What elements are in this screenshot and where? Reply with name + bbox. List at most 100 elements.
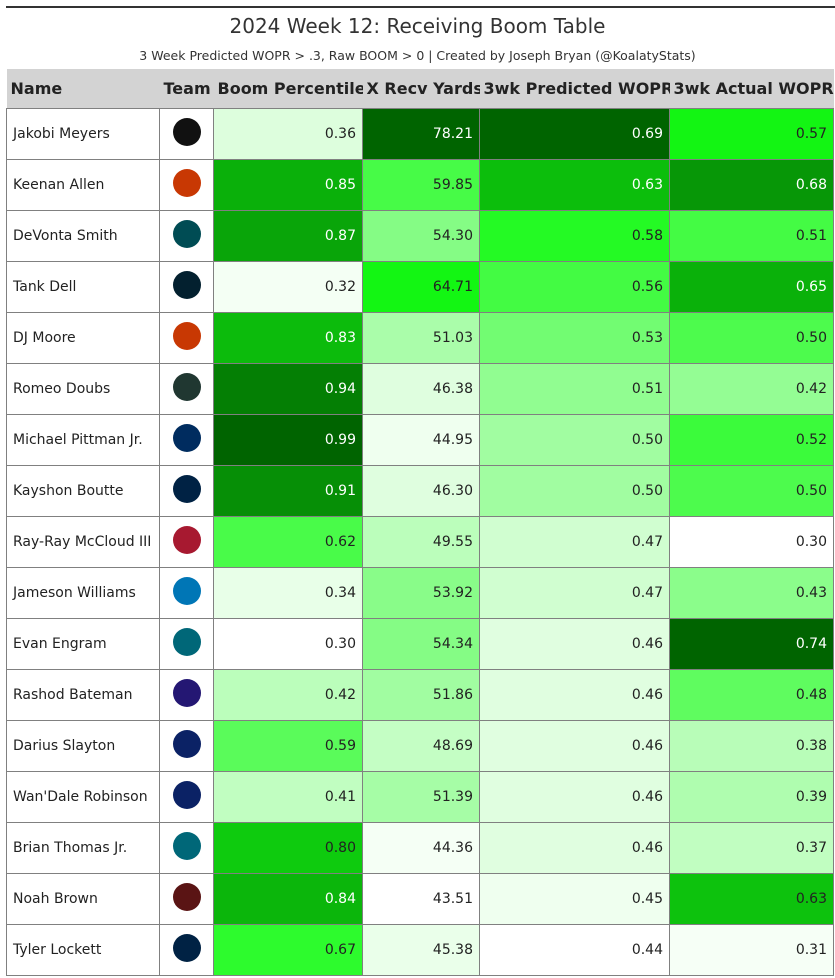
- top-rule: [6, 6, 835, 8]
- team-logo-cell: [159, 618, 214, 670]
- table-row: Noah Brown 0.84 43.51 0.45 0.63: [6, 873, 834, 925]
- player-name: Ray-Ray McCloud III: [6, 516, 160, 568]
- xyards-cell: 51.39: [362, 771, 480, 823]
- team-logo-cell: [159, 720, 214, 772]
- player-name: Michael Pittman Jr.: [6, 414, 160, 466]
- actual-cell: 0.38: [669, 720, 834, 772]
- table-row: DeVonta Smith 0.87 54.30 0.58 0.51: [6, 210, 834, 262]
- player-name: Wan'Dale Robinson: [6, 771, 160, 823]
- xyards-cell: 54.34: [362, 618, 480, 670]
- header-x-recv-yards[interactable]: X Recv Yards: [362, 69, 480, 109]
- table-row: Evan Engram 0.30 54.34 0.46 0.74: [6, 618, 834, 670]
- texans-logo-icon: [172, 271, 201, 299]
- header-name[interactable]: Name: [6, 69, 160, 109]
- boom-cell: 0.30: [213, 618, 363, 670]
- boom-cell: 0.80: [213, 822, 363, 874]
- actual-cell: 0.74: [669, 618, 834, 670]
- actual-cell: 0.50: [669, 312, 834, 364]
- team-logo-cell: [159, 210, 214, 262]
- pred-cell: 0.50: [479, 465, 670, 517]
- table-row: Tank Dell 0.32 64.71 0.56 0.65: [6, 261, 834, 313]
- xyards-cell: 45.38: [362, 924, 480, 976]
- header-actual-wopr[interactable]: 3wk Actual WOPR: [669, 69, 834, 109]
- patriots-logo-icon: [172, 475, 201, 503]
- boom-cell: 0.62: [213, 516, 363, 568]
- jaguars-logo-icon: [172, 628, 201, 656]
- header-predicted-wopr[interactable]: 3wk Predicted WOPR: [479, 69, 670, 109]
- pred-cell: 0.45: [479, 873, 670, 925]
- player-name: Rashod Bateman: [6, 669, 160, 721]
- table-row: Jakobi Meyers 0.36 78.21 0.69 0.57: [6, 108, 834, 160]
- page-title: 2024 Week 12: Receiving Boom Table: [229, 14, 606, 38]
- table-row: Jameson Williams 0.34 53.92 0.47 0.43: [6, 567, 834, 619]
- xyards-cell: 46.30: [362, 465, 480, 517]
- team-logo-cell: [159, 924, 214, 976]
- boom-table: Name Team Boom Percentile X Recv Yards 3…: [6, 69, 834, 976]
- actual-cell: 0.63: [669, 873, 834, 925]
- bears-logo-icon: [172, 169, 201, 197]
- xyards-cell: 44.95: [362, 414, 480, 466]
- table-row: Kayshon Boutte 0.91 46.30 0.50 0.50: [6, 465, 834, 517]
- actual-cell: 0.43: [669, 567, 834, 619]
- packers-logo-icon: [172, 373, 201, 401]
- table-row: Darius Slayton 0.59 48.69 0.46 0.38: [6, 720, 834, 772]
- header-team[interactable]: Team: [159, 69, 214, 109]
- team-logo-cell: [159, 312, 214, 364]
- team-logo-cell: [159, 363, 214, 415]
- pred-cell: 0.58: [479, 210, 670, 262]
- actual-cell: 0.30: [669, 516, 834, 568]
- ravens-logo-icon: [172, 679, 201, 707]
- team-logo-cell: [159, 771, 214, 823]
- actual-cell: 0.39: [669, 771, 834, 823]
- xyards-cell: 64.71: [362, 261, 480, 313]
- boom-cell: 0.99: [213, 414, 363, 466]
- boom-cell: 0.85: [213, 159, 363, 211]
- pred-cell: 0.46: [479, 822, 670, 874]
- actual-cell: 0.65: [669, 261, 834, 313]
- player-name: Kayshon Boutte: [6, 465, 160, 517]
- pred-cell: 0.53: [479, 312, 670, 364]
- team-logo-cell: [159, 108, 214, 160]
- pred-cell: 0.44: [479, 924, 670, 976]
- player-name: Brian Thomas Jr.: [6, 822, 160, 874]
- xyards-cell: 49.55: [362, 516, 480, 568]
- pred-cell: 0.56: [479, 261, 670, 313]
- table-row: Rashod Bateman 0.42 51.86 0.46 0.48: [6, 669, 834, 721]
- xyards-cell: 48.69: [362, 720, 480, 772]
- boom-cell: 0.83: [213, 312, 363, 364]
- actual-cell: 0.50: [669, 465, 834, 517]
- giants-logo-icon: [172, 730, 201, 758]
- table-row: Tyler Lockett 0.67 45.38 0.44 0.31: [6, 924, 834, 976]
- table-row: Michael Pittman Jr. 0.99 44.95 0.50 0.52: [6, 414, 834, 466]
- player-name: Jameson Williams: [6, 567, 160, 619]
- player-name: Darius Slayton: [6, 720, 160, 772]
- falcons-logo-icon: [172, 526, 201, 554]
- boom-cell: 0.87: [213, 210, 363, 262]
- pred-cell: 0.51: [479, 363, 670, 415]
- header-boom-percentile[interactable]: Boom Percentile: [213, 69, 363, 109]
- boom-cell: 0.91: [213, 465, 363, 517]
- boom-cell: 0.94: [213, 363, 363, 415]
- xyards-cell: 44.36: [362, 822, 480, 874]
- actual-cell: 0.52: [669, 414, 834, 466]
- pred-cell: 0.50: [479, 414, 670, 466]
- xyards-cell: 54.30: [362, 210, 480, 262]
- boom-cell: 0.67: [213, 924, 363, 976]
- commanders-logo-icon: [172, 883, 201, 911]
- xyards-cell: 51.03: [362, 312, 480, 364]
- boom-cell: 0.41: [213, 771, 363, 823]
- jaguars-logo-icon: [172, 832, 201, 860]
- xyards-cell: 46.38: [362, 363, 480, 415]
- boom-cell: 0.36: [213, 108, 363, 160]
- team-logo-cell: [159, 516, 214, 568]
- boom-cell: 0.34: [213, 567, 363, 619]
- actual-cell: 0.42: [669, 363, 834, 415]
- team-logo-cell: [159, 261, 214, 313]
- table-row: Brian Thomas Jr. 0.80 44.36 0.46 0.37: [6, 822, 834, 874]
- pred-cell: 0.46: [479, 669, 670, 721]
- table-body: Jakobi Meyers 0.36 78.21 0.69 0.57 Keenan All…: [6, 108, 834, 976]
- actual-cell: 0.37: [669, 822, 834, 874]
- seahawks-logo-icon: [172, 934, 201, 962]
- pred-cell: 0.46: [479, 771, 670, 823]
- player-name: Keenan Allen: [6, 159, 160, 211]
